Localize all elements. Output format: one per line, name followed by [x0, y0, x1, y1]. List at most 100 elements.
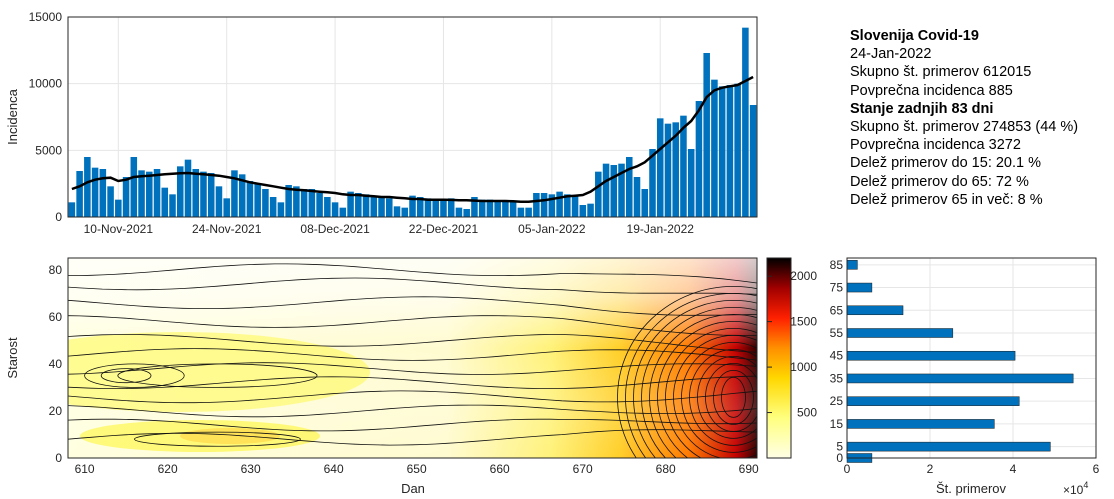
colorbar-gradient	[766, 257, 792, 459]
incidence-bar	[246, 181, 254, 217]
contour-xtick: 680	[656, 462, 676, 476]
contour-line	[68, 429, 757, 446]
contour-ring	[625, 293, 757, 458]
age-cases-exponent: ×104	[1063, 480, 1088, 497]
incidence-bar	[401, 207, 409, 217]
contour-ring	[134, 431, 301, 447]
incidence-bar	[579, 205, 587, 217]
incidence-bar	[595, 171, 602, 217]
incidence-bar	[664, 123, 672, 217]
incidence-bar	[192, 169, 200, 217]
age-cases-bar	[846, 350, 1016, 361]
contour-ring	[705, 363, 757, 432]
incidence-bar	[107, 186, 114, 217]
contour-line	[68, 348, 757, 361]
incidence-bar	[339, 207, 347, 217]
incidence-bar	[633, 177, 641, 217]
incidence-bar	[641, 189, 649, 217]
incidence-bar	[471, 197, 478, 217]
age-cases-bar	[846, 396, 1020, 406]
incidence-bar	[734, 83, 741, 218]
incidence-average-line	[71, 75, 754, 203]
contour-line	[68, 296, 757, 316]
incidence-bar	[533, 193, 540, 217]
age-cases-bar	[846, 260, 858, 270]
age-cases-ytick: 65	[830, 303, 844, 317]
summary-share-65plus: Delež primerov 65 in več: 8 %	[850, 191, 1043, 208]
summary-panel: Slovenija Covid-19 24-Jan-2022 Skupno št…	[850, 27, 1078, 209]
incidence-bar	[610, 165, 618, 217]
incidence-bar	[68, 202, 76, 217]
incidence-bar	[548, 194, 556, 217]
incidence-bar	[169, 194, 176, 217]
age-cases-xlabel: Št. primerov	[936, 481, 1007, 496]
incidence-ylabel: Incidenca	[5, 88, 20, 144]
contour-ring	[673, 335, 757, 458]
incidence-bar	[122, 177, 130, 217]
age-contour-chart: 610 620 630 640 650 660 670 680 690 0 20 40 60 80 Dan…	[5, 257, 759, 496]
incidence-bar	[416, 197, 424, 217]
age-cases-ytick: 35	[830, 371, 844, 385]
incidence-bar	[455, 207, 463, 217]
summary-date: 24-Jan-2022	[850, 46, 932, 63]
incidence-bar	[525, 207, 532, 217]
summary-share-15: Delež primerov do 15: 20.1 %	[850, 155, 1042, 172]
age-cases-bar	[846, 441, 1051, 452]
incidence-bar	[540, 193, 548, 217]
contour-ylabel: Starost	[5, 337, 20, 379]
age-cases-xtick: 4	[1010, 462, 1017, 476]
incidence-bar	[138, 170, 145, 217]
incidence-bar	[409, 195, 416, 217]
incidence-bar	[432, 199, 439, 217]
incidence-bar	[478, 199, 486, 217]
incidence-chart: 0 5000 10000 15000 10-Nov-2021 24-Nov-2021 08-…	[5, 10, 758, 236]
incidence-bar	[509, 201, 517, 217]
incidence-bar	[238, 174, 246, 217]
incidence-bar	[76, 171, 83, 217]
incidence-bar	[587, 203, 594, 217]
incidence-bar	[695, 101, 703, 217]
incidence-bar	[331, 202, 339, 217]
incidence-bar	[223, 198, 230, 217]
incidence-bar	[463, 209, 470, 217]
incidence-bar	[308, 189, 316, 217]
incidence-bar	[285, 185, 292, 217]
contour-ytick: 20	[49, 404, 63, 418]
incidence-bar	[184, 159, 192, 217]
colorbar-tick: 1000	[790, 360, 817, 374]
contour-ring	[681, 342, 757, 453]
incidence-bar	[711, 79, 718, 218]
incidence-bar	[726, 85, 734, 217]
contour-ring	[697, 356, 757, 439]
incidence-bar	[362, 194, 370, 217]
contour-ring	[721, 377, 746, 418]
incidence-bar	[749, 105, 757, 217]
incidence-xtick: 22-Dec-2021	[409, 222, 479, 236]
contour-ytick: 80	[49, 263, 63, 277]
age-cases-ytick: 5	[836, 440, 843, 454]
incidence-xtick: 08-Dec-2021	[300, 222, 370, 236]
incidence-bar	[656, 118, 664, 217]
contour-ring	[84, 363, 185, 388]
contour-ytick: 0	[55, 451, 62, 465]
incidence-bar	[91, 167, 99, 217]
incidence-bar	[564, 194, 571, 217]
contour-line	[68, 418, 757, 432]
contour-xtick: 650	[407, 462, 427, 476]
age-cases-bar	[846, 305, 904, 316]
incidence-bar	[176, 166, 184, 217]
contour-line	[68, 390, 757, 404]
incidence-bar	[146, 171, 153, 217]
contour-line	[68, 277, 757, 295]
incidence-bar	[571, 195, 579, 217]
incidence-bar	[84, 157, 91, 217]
colorbar-tick: 2000	[790, 269, 817, 283]
contour-xtick: 610	[75, 462, 95, 476]
summary-recent-heading: Stanje zadnjih 83 dni	[850, 100, 994, 117]
age-cases-ytick: 55	[830, 326, 844, 340]
incidence-bar	[625, 157, 633, 217]
incidence-ytick: 15000	[29, 10, 63, 24]
age-cases-ytick: 75	[830, 281, 844, 295]
colorbar-tick: 1500	[790, 315, 817, 329]
